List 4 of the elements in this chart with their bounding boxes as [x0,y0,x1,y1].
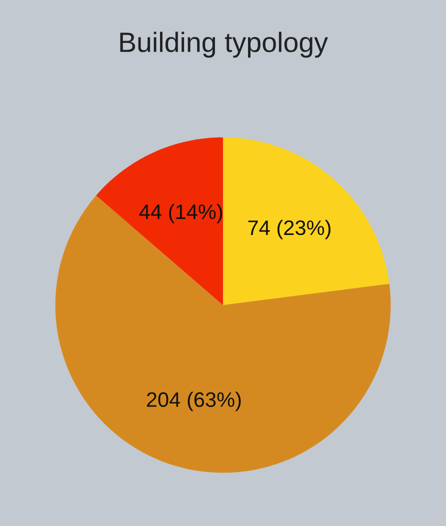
chart-title: Building typology [120,32,328,58]
data-label: 44 (14%) [139,204,222,224]
data-label: 204 (63%) [146,392,241,412]
data-label: 74 (23%) [248,220,330,240]
